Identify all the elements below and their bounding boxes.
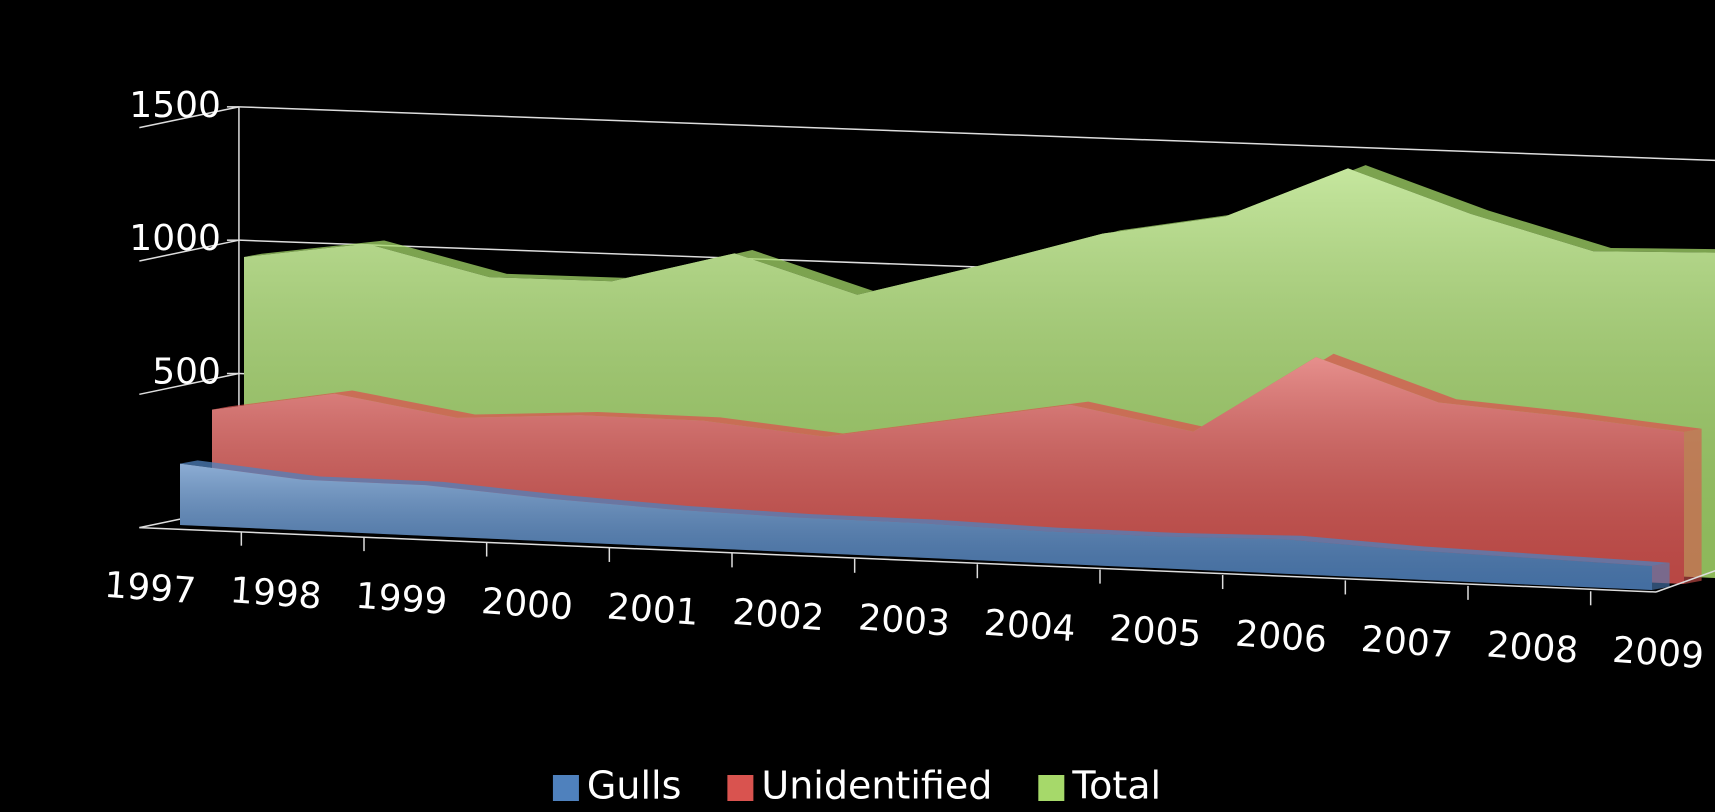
x-tick-label: 2006 xyxy=(1234,614,1328,661)
legend: Gulls Unidentified Total xyxy=(552,764,1161,808)
x-tick-label: 1997 xyxy=(103,565,197,612)
x-tick-label: 2002 xyxy=(731,592,825,639)
x-tick-label: 2000 xyxy=(480,581,574,628)
x-tick-label: 2003 xyxy=(857,597,951,644)
grid-line xyxy=(139,372,240,396)
grid-line xyxy=(238,106,1715,162)
legend-label: Unidentified xyxy=(761,764,992,808)
axis-line xyxy=(139,526,1657,593)
y-tick-label: 1000 xyxy=(129,218,221,259)
x-tick-label: 2005 xyxy=(1108,608,1202,655)
area-side xyxy=(1652,562,1670,590)
x-tick-label: 2009 xyxy=(1611,630,1705,677)
legend-swatch xyxy=(1038,775,1065,801)
area-shine xyxy=(180,463,1652,590)
x-tick-label: 1998 xyxy=(229,570,323,617)
x-tick-label: 2004 xyxy=(983,603,1077,650)
x-tick-label: 1999 xyxy=(354,576,448,623)
axis-line xyxy=(1655,569,1715,593)
x-tick-label: 2001 xyxy=(606,587,700,634)
grid-line xyxy=(139,239,240,262)
x-tick-label: 2008 xyxy=(1485,624,1579,671)
legend-swatch xyxy=(552,775,579,801)
y-tick-label: 500 xyxy=(152,352,221,393)
series-area xyxy=(180,460,1670,590)
legend-swatch xyxy=(727,775,754,801)
area-top xyxy=(180,460,1670,566)
grid-line xyxy=(139,106,240,129)
y-tick-label: 1500 xyxy=(129,85,221,126)
legend-label: Gulls xyxy=(587,764,681,808)
x-tick-label: 2007 xyxy=(1360,619,1454,666)
area-side xyxy=(1684,428,1702,584)
legend-label: Total xyxy=(1071,764,1161,808)
